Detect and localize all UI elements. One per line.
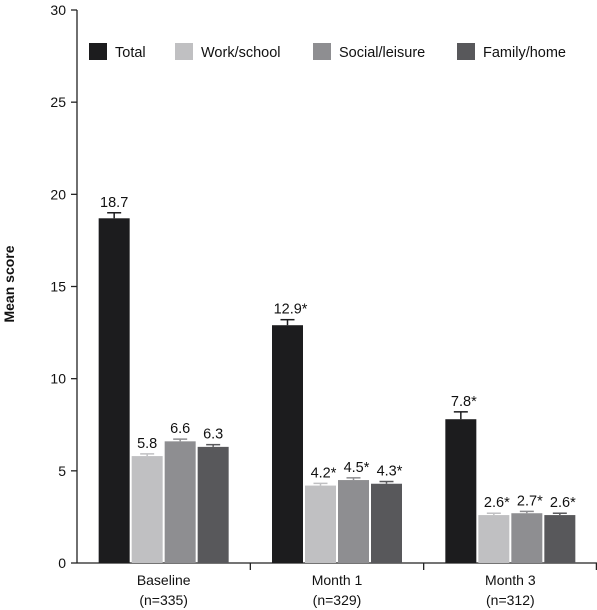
x-category-label: (n=329): [313, 592, 362, 608]
y-tick-label: 30: [50, 2, 66, 18]
data-label: 6.3: [203, 427, 223, 443]
bar-total: [445, 419, 477, 563]
legend-swatch: [313, 43, 331, 60]
bar-family-home: [371, 483, 402, 563]
legend-swatch: [457, 43, 475, 60]
data-label: 2.7*: [517, 493, 543, 509]
legend: Total Work/school Social/leisure Family/hom…: [89, 43, 566, 61]
bars: [98, 212, 576, 563]
data-label: 6.6: [170, 421, 190, 437]
data-label: 2.6*: [484, 495, 510, 511]
data-label: 12.9*: [274, 302, 308, 318]
bar-social-leisure: [338, 480, 369, 563]
data-label: 4.2*: [311, 465, 337, 481]
data-label: 2.6*: [550, 495, 576, 511]
bar-family-home: [544, 515, 576, 563]
legend-label: Family/home: [483, 45, 566, 61]
legend-swatch: [89, 43, 107, 60]
x-category-label: Month 1: [312, 572, 363, 588]
y-tick-label: 10: [50, 371, 66, 387]
y-tick-label: 20: [50, 186, 66, 202]
legend-label: Work/school: [201, 45, 281, 61]
x-category-label: Baseline: [137, 572, 191, 588]
legend-label: Social/leisure: [339, 45, 425, 61]
bar-work-school: [478, 515, 510, 563]
bar-social-leisure: [511, 513, 543, 563]
y-tick-label: 0: [58, 555, 66, 571]
data-label: 4.3*: [377, 464, 403, 480]
data-label: 4.5*: [344, 460, 370, 476]
data-labels: 18.7 5.8 6.6 6.3 12.9* 4.2* 4.5* 4.3* 7.8* 2.6* 2.…: [100, 195, 576, 511]
data-label: 5.8: [137, 436, 157, 452]
bar-work-school: [305, 485, 336, 563]
x-category-label: (n=312): [486, 592, 535, 608]
bar-total: [98, 218, 130, 563]
bar-work-school: [131, 456, 163, 563]
data-label: 7.8*: [451, 394, 477, 410]
data-label: 18.7: [100, 195, 128, 211]
bar-total: [272, 325, 303, 563]
legend-swatch: [175, 43, 193, 60]
y-tick-label: 5: [58, 463, 66, 479]
bar-social-leisure: [164, 441, 196, 563]
x-category-label: Month 3: [485, 572, 536, 588]
axes: 0 5 10 15 20 25 30 Baseline (n=335) Month 1 (n=329…: [50, 2, 597, 608]
bar-family-home: [197, 446, 229, 563]
y-tick-label: 25: [50, 94, 66, 110]
legend-label: Total: [115, 45, 146, 61]
y-axis-label: Mean score: [1, 245, 17, 322]
y-tick-label: 15: [50, 279, 66, 295]
x-category-label: (n=335): [139, 592, 188, 608]
